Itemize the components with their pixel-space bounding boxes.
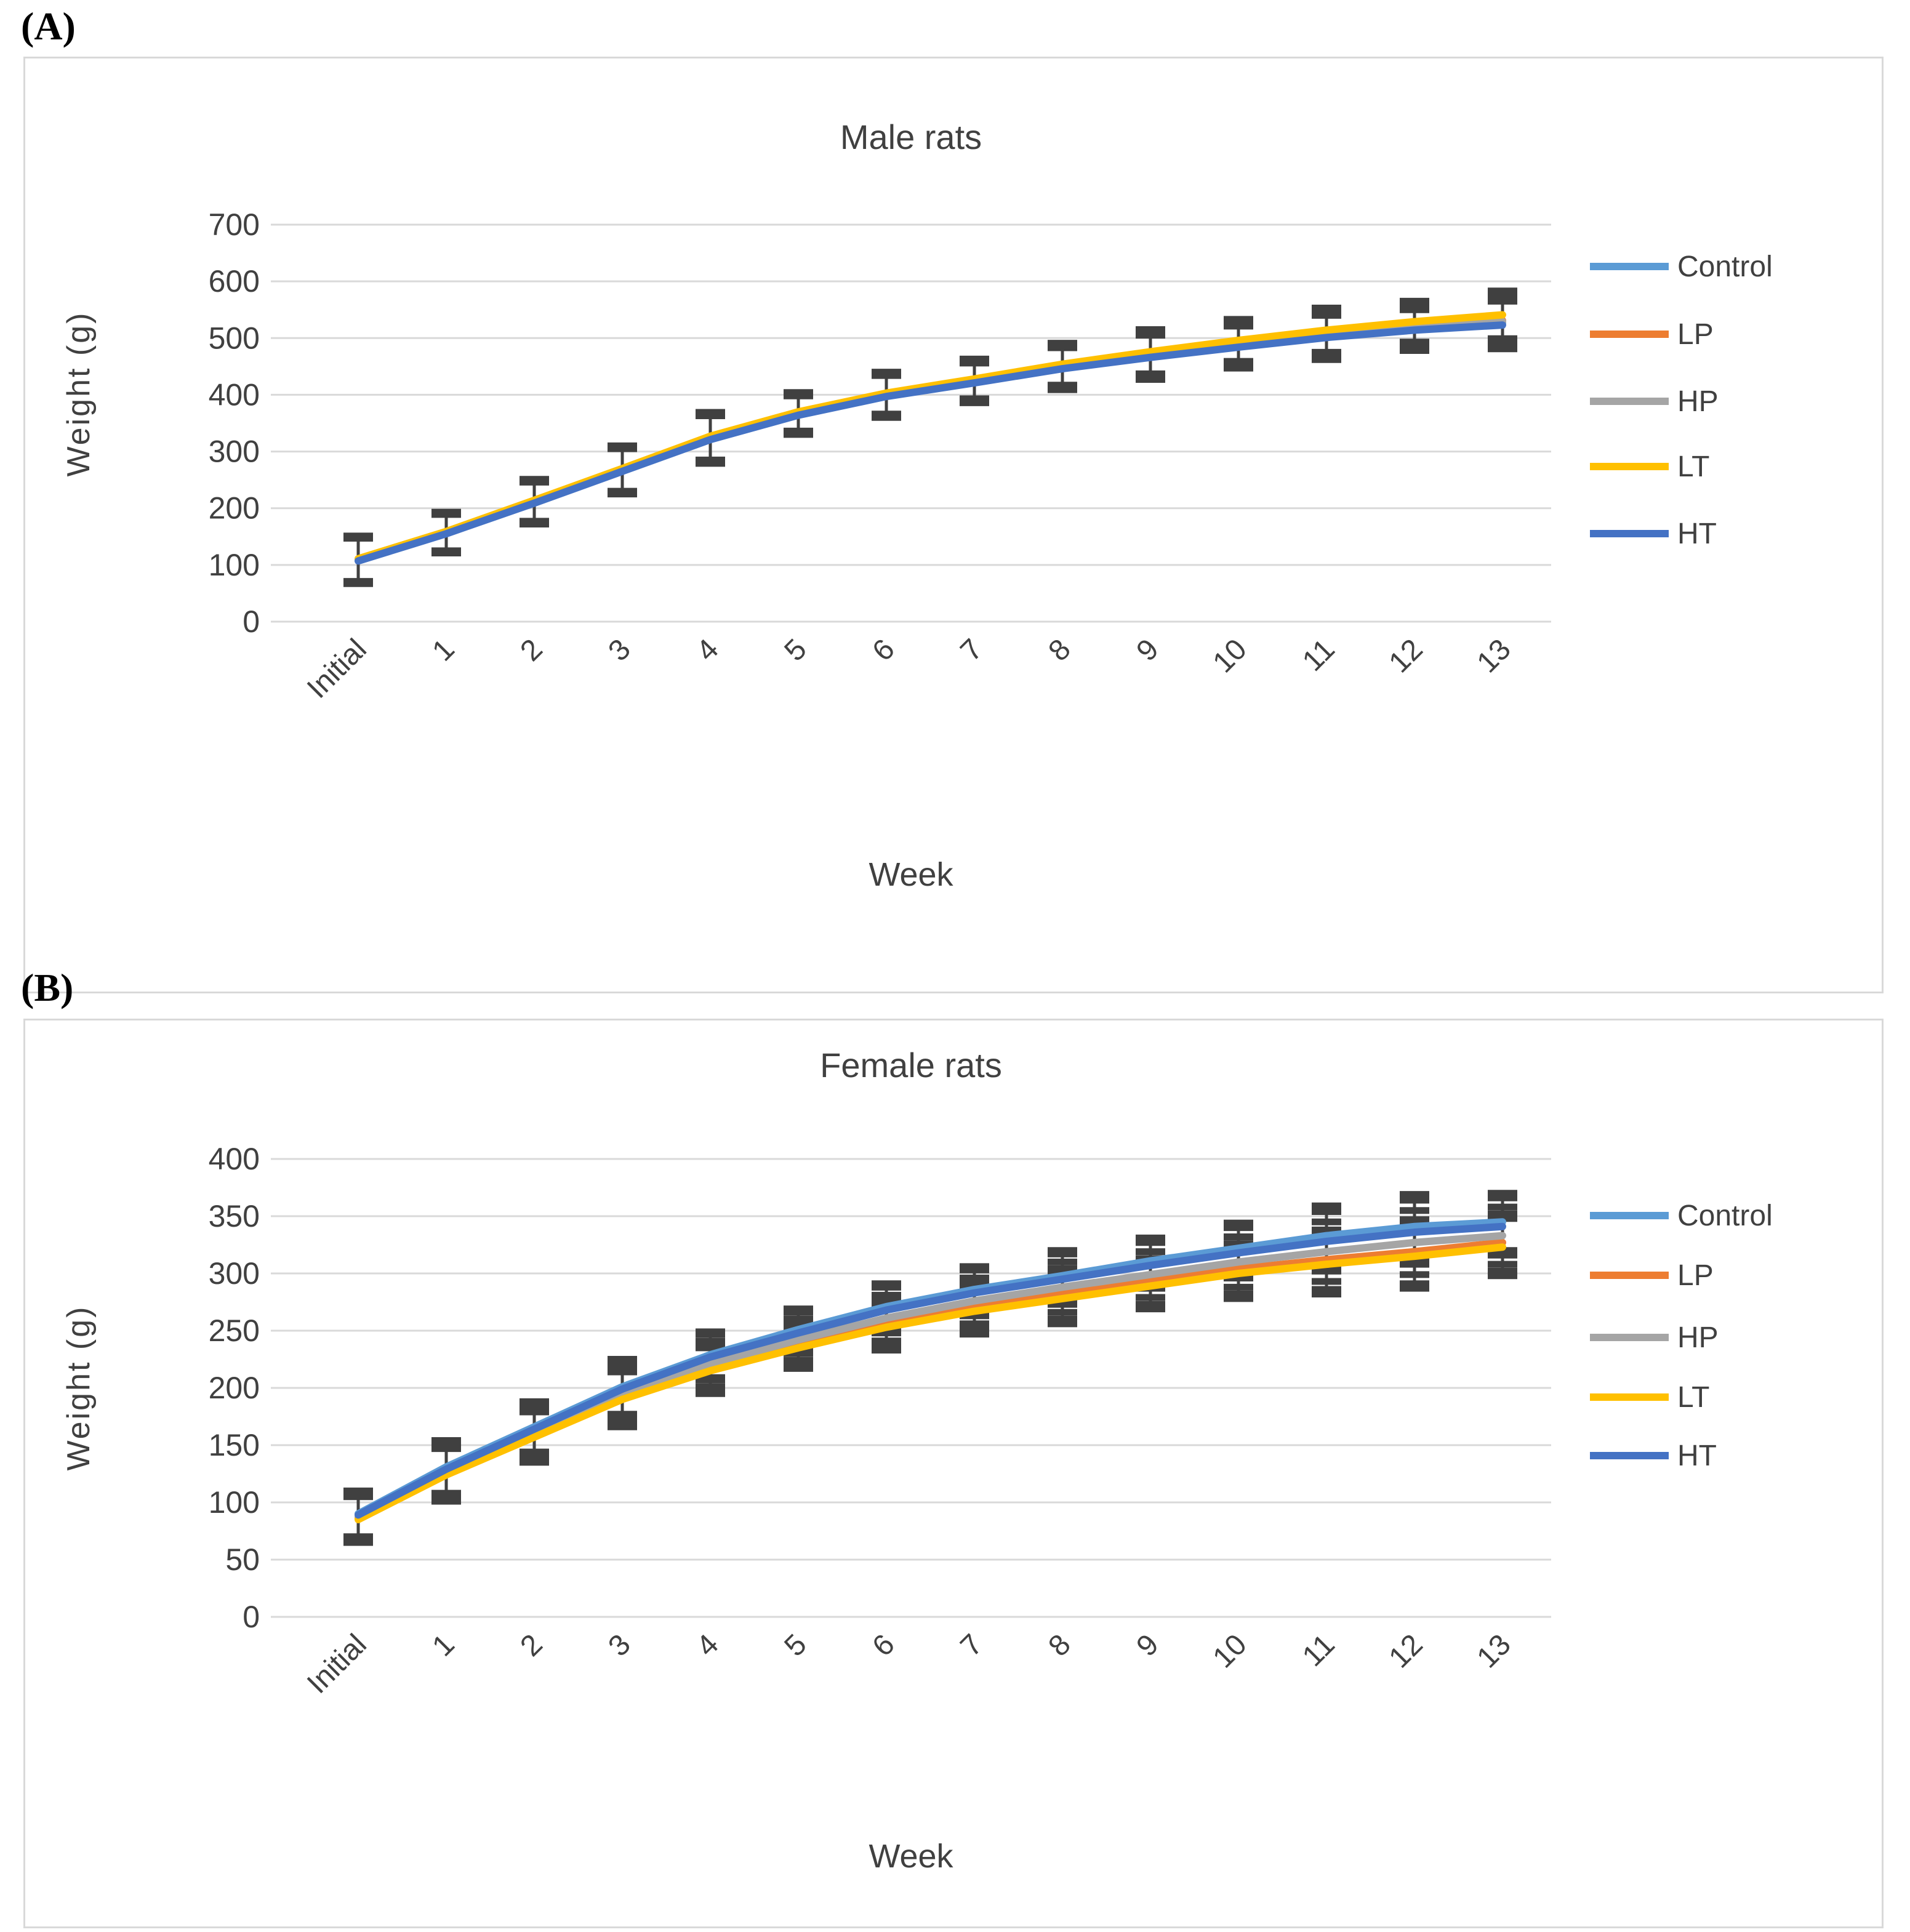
y-tick-labels: 0 100 200 300 400 500 600 700 [209, 207, 260, 639]
x-tick-label: 2 [514, 1628, 548, 1662]
x-tick-label: 5 [778, 1628, 813, 1662]
x-tick-label: 6 [866, 1628, 901, 1662]
y-tick-label: 350 [209, 1199, 260, 1233]
x-tick-label: 13 [1471, 1628, 1517, 1674]
x-tick-label: 7 [954, 1628, 989, 1662]
legend-label: HT [1677, 517, 1717, 550]
legend-label: LT [1677, 450, 1710, 483]
male-x-axis-title: Week [869, 856, 953, 893]
legend-swatch-lp [1590, 331, 1669, 338]
y-tick-label: 400 [209, 377, 260, 412]
y-tick-label: 600 [209, 264, 260, 299]
legend-item-hp: HP [1590, 1321, 1719, 1354]
x-tick-label: 8 [1042, 1628, 1077, 1662]
x-tick-label: 9 [1130, 633, 1165, 667]
x-tick-label: 7 [954, 633, 989, 667]
panel-b-letter: (B) [21, 966, 74, 1009]
y-tick-label: 150 [209, 1428, 260, 1462]
y-tick-label: 200 [209, 1371, 260, 1405]
x-tick-label: 8 [1042, 633, 1077, 667]
x-tick-label: 11 [1296, 1628, 1341, 1673]
legend-swatch-lt [1590, 1393, 1669, 1401]
legend-item-lt: LT [1590, 1381, 1710, 1414]
legend-label: HP [1677, 1321, 1719, 1354]
legend-swatch-hp [1590, 398, 1669, 405]
y-tick-label: 100 [209, 548, 260, 582]
x-tick-label: Initial [301, 633, 373, 705]
panel-b-box [23, 1019, 1884, 1928]
legend-item-control: Control [1590, 1200, 1773, 1232]
y-tick-label: 400 [209, 1142, 260, 1176]
x-tick-label: 6 [866, 633, 901, 667]
legend-label: Control [1677, 1199, 1773, 1232]
y-tick-label: 200 [209, 491, 260, 526]
y-tick-label: 0 [243, 1600, 260, 1634]
gridlines [271, 1158, 1551, 1618]
series-line-hp [355, 1232, 1506, 1521]
legend-swatch-hp [1590, 1334, 1669, 1341]
x-tick-label: 4 [690, 1628, 724, 1662]
legend-swatch-control [1590, 1212, 1669, 1219]
x-tick-labels: Initial 1 2 3 4 5 6 7 8 9 10 11 12 13 [301, 633, 1517, 705]
legend-item-control: Control [1590, 251, 1773, 283]
y-tick-label: 250 [209, 1313, 260, 1348]
error-bars [343, 1190, 1517, 1546]
legend-label: HT [1677, 1439, 1717, 1472]
x-tick-label: 3 [602, 633, 636, 667]
female-y-axis-title: Weight (g) [61, 1305, 97, 1471]
legend-label: LT [1677, 1381, 1710, 1414]
legend-label: HP [1677, 385, 1719, 418]
y-tick-label: 300 [209, 435, 260, 469]
x-tick-label: 12 [1383, 633, 1429, 679]
y-tick-labels: 0 50 100 150 200 250 300 350 400 [209, 1142, 260, 1634]
legend-swatch-lt [1590, 463, 1669, 470]
x-tick-label: 3 [602, 1628, 636, 1662]
x-tick-labels: Initial 1 2 3 4 5 6 7 8 9 10 11 12 13 [301, 1628, 1517, 1700]
legend-swatch-ht [1590, 530, 1669, 537]
x-tick-label: 10 [1207, 1628, 1253, 1674]
male-chart-title: Male rats [840, 118, 982, 156]
x-tick-label: 1 [426, 1628, 460, 1662]
x-tick-label: 1 [426, 633, 460, 667]
x-tick-label: 11 [1296, 633, 1341, 678]
female-x-axis-title: Week [869, 1838, 953, 1875]
legend-item-lp: LP [1590, 1259, 1714, 1292]
gridlines [271, 223, 1551, 623]
legend-item-ht: HT [1590, 1440, 1717, 1472]
x-tick-label: 2 [514, 633, 548, 667]
y-tick-label: 100 [209, 1485, 260, 1520]
legend-label: Control [1677, 250, 1773, 283]
x-tick-label: 5 [778, 633, 813, 667]
x-tick-label: 13 [1471, 633, 1517, 679]
panel-a-box [23, 57, 1884, 993]
series-line-lt [355, 1243, 1506, 1523]
x-tick-label: Initial [301, 1628, 373, 1700]
y-tick-label: 700 [209, 207, 260, 242]
legend-item-hp: HP [1590, 385, 1719, 418]
x-tick-label: 12 [1383, 1628, 1429, 1674]
x-tick-label: 4 [690, 633, 724, 667]
x-tick-label: 10 [1207, 633, 1253, 679]
legend-swatch-ht [1590, 1452, 1669, 1459]
series-line-ht [355, 1222, 1506, 1519]
y-tick-label: 300 [209, 1256, 260, 1291]
female-chart-title: Female rats [820, 1046, 1002, 1084]
panel-a-letter: (A) [21, 4, 76, 48]
legend-swatch-control [1590, 263, 1669, 270]
y-tick-label: 500 [209, 321, 260, 355]
x-tick-label: 9 [1130, 1628, 1165, 1662]
y-tick-label: 0 [243, 604, 260, 639]
legend-item-ht: HT [1590, 518, 1717, 550]
legend-swatch-lp [1590, 1272, 1669, 1279]
legend-item-lt: LT [1590, 451, 1709, 483]
legend-label: LP [1677, 318, 1714, 351]
legend-label: LP [1677, 1259, 1714, 1292]
series-line-ht [355, 321, 1506, 565]
male-y-axis-title: Weight (g) [61, 311, 97, 477]
y-tick-label: 50 [225, 1542, 260, 1577]
legend-item-lp: LP [1590, 318, 1714, 351]
